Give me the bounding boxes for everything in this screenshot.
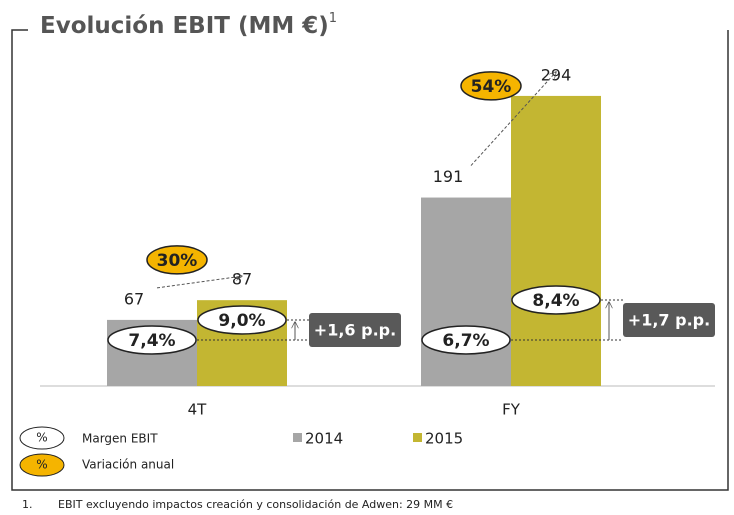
legend-variation-symbol: % xyxy=(36,458,47,472)
legend-swatch xyxy=(413,433,422,442)
margin-label-shape xyxy=(107,325,197,355)
growth-arrow xyxy=(156,276,242,289)
value-label: 191 xyxy=(433,167,464,186)
growth-arrow xyxy=(470,72,556,166)
title-note: 1 xyxy=(329,11,337,26)
legend-variation: Variación anual xyxy=(82,458,174,472)
growth-label: 30% xyxy=(157,251,198,271)
margin-label: 8,4% xyxy=(532,291,579,311)
frame xyxy=(11,29,729,491)
legend-label: 2015 xyxy=(425,430,463,448)
title-text: Evolución EBIT (MM €) xyxy=(40,13,329,39)
legend-margin-shape xyxy=(19,426,65,450)
margin-label: 6,7% xyxy=(442,331,489,351)
footnote-number: 1. xyxy=(22,498,33,511)
margin-change: +1,7 p.p. xyxy=(628,311,710,330)
legend-label: 2014 xyxy=(305,430,343,448)
margin-change-box xyxy=(309,313,401,347)
legend-variation-shape xyxy=(19,453,65,477)
bar xyxy=(421,197,511,386)
margin-change-box xyxy=(623,303,715,337)
bar xyxy=(511,95,601,387)
frame-border xyxy=(11,29,729,491)
margin-label-shape xyxy=(421,325,511,355)
margin-change: +1,6 p.p. xyxy=(314,321,396,340)
growth-shape xyxy=(146,245,208,275)
legend-margin: Margen EBIT xyxy=(82,432,158,446)
growth-shape xyxy=(460,71,522,101)
margin-label: 7,4% xyxy=(128,331,175,351)
footnote-text: EBIT excluyendo impactos creación y cons… xyxy=(58,498,453,511)
legend-margin-symbol: % xyxy=(36,431,47,445)
value-label: 294 xyxy=(541,65,572,84)
margin-label-shape xyxy=(511,285,601,315)
chart-title: Evolución EBIT (MM €)1 xyxy=(40,11,337,39)
legend-swatch xyxy=(293,433,302,442)
margin-label-shape xyxy=(197,305,287,335)
x-tick-label: 4T xyxy=(188,401,208,419)
margin-label: 9,0% xyxy=(218,311,265,331)
x-tick-label: FY xyxy=(502,401,521,419)
value-label: 87 xyxy=(232,270,252,289)
value-label: 67 xyxy=(124,289,144,308)
growth-label: 54% xyxy=(471,77,512,97)
